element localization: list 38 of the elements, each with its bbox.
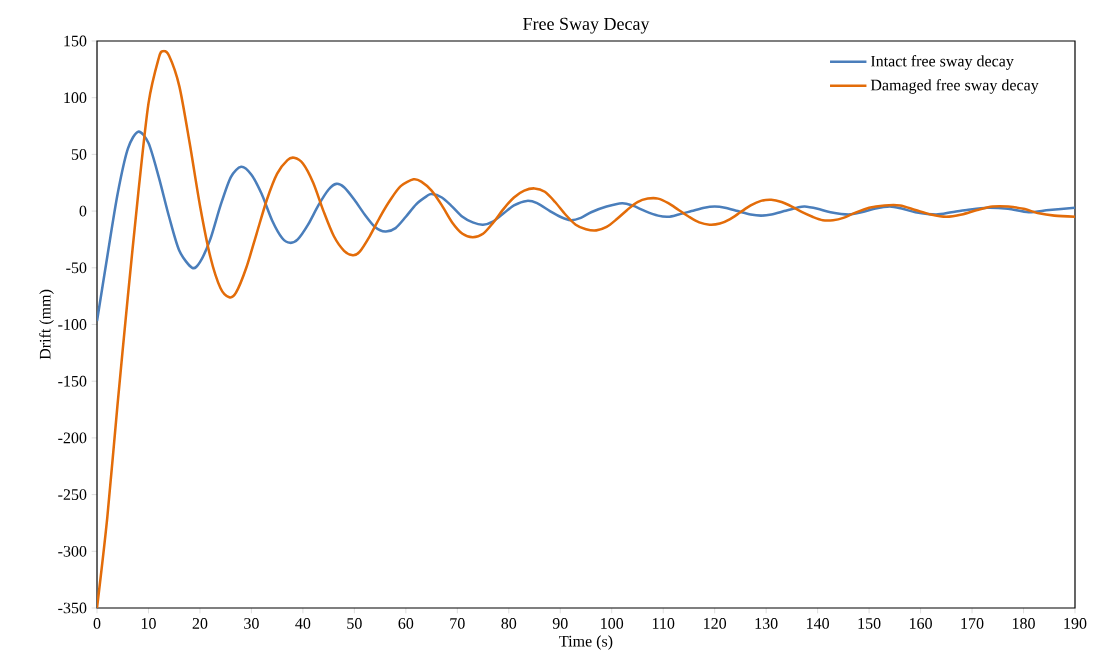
x-tick-label: 0	[93, 618, 101, 629]
x-tick-label: 50	[347, 618, 362, 629]
y-tick-label: -150	[58, 375, 87, 387]
y-tick-label: -50	[66, 262, 87, 274]
x-tick-label: 190	[1064, 618, 1087, 629]
y-tick-label: -200	[58, 432, 87, 444]
y-tick-label: -350	[58, 602, 87, 614]
y-tick-label: 0	[79, 205, 87, 217]
x-tick-label: 120	[704, 618, 727, 629]
chart-title: Free Sway Decay	[523, 17, 650, 34]
x-tick-label: 90	[552, 618, 568, 629]
legend-label: Intact free sway decay	[870, 55, 1014, 70]
x-tick-label: 10	[141, 618, 156, 629]
y-tick-label: -300	[58, 545, 87, 557]
y-tick-label: -250	[58, 489, 87, 500]
legend-label: Damaged free sway decay	[870, 79, 1039, 94]
y-tick-label: -100	[58, 319, 87, 330]
x-tick-label: 100	[601, 618, 624, 629]
x-tick-label: 110	[652, 618, 675, 629]
x-tick-label: 170	[961, 618, 984, 629]
y-tick-label: 150	[64, 35, 87, 47]
x-tick-label: 130	[755, 618, 778, 629]
x-tick-label: 40	[295, 618, 311, 629]
x-tick-label: 140	[807, 618, 830, 629]
line-series	[97, 49, 1075, 608]
x-tick-label: 30	[244, 618, 259, 629]
line-series	[97, 130, 1075, 323]
y-tick-label: 50	[71, 148, 87, 160]
y-tick-label: 100	[64, 92, 87, 104]
x-tick-label: 20	[192, 618, 208, 629]
x-tick-label: 150	[858, 618, 881, 629]
x-axis-title: Time (s)	[559, 635, 613, 650]
x-tick-label: 160	[909, 618, 932, 629]
x-tick-label: 80	[501, 618, 517, 629]
y-axis-title: Drift (mm)	[39, 289, 54, 360]
x-tick-label: 180	[1012, 618, 1035, 629]
x-tick-label: 60	[398, 618, 414, 629]
x-tick-label: 70	[450, 618, 465, 629]
